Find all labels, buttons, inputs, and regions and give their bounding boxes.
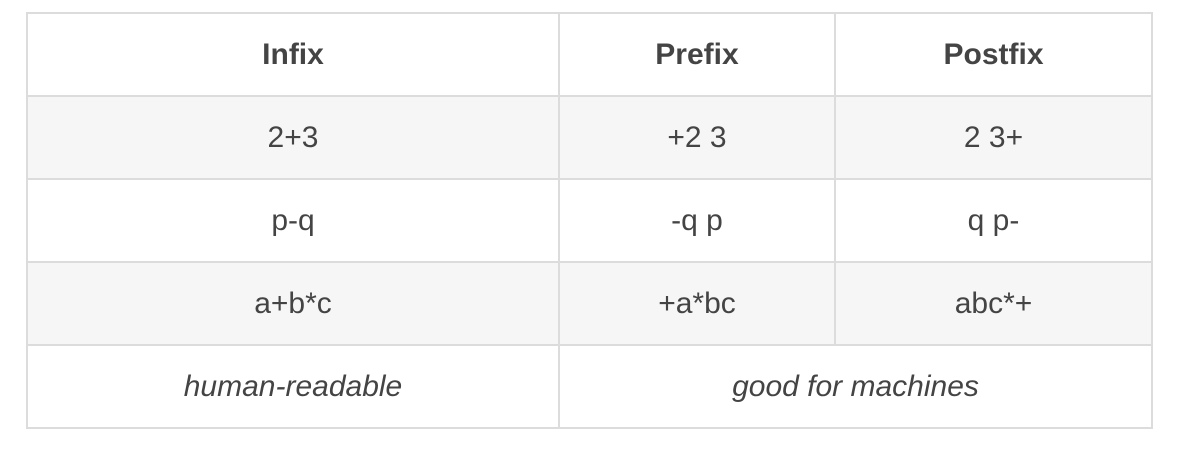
- notation-table-container: Infix Prefix Postfix 2+3 +2 3 2 3+ p-q -…: [26, 12, 1153, 429]
- prefix-cell: +2 3: [558, 95, 836, 180]
- postfix-cell: abc*+: [834, 261, 1153, 346]
- header-row: Infix Prefix Postfix: [26, 12, 1153, 97]
- header-prefix: Prefix: [558, 12, 836, 97]
- table-row: a+b*c +a*bc abc*+: [26, 261, 1153, 346]
- machine-note: good for machines: [558, 344, 1153, 429]
- infix-cell: p-q: [26, 178, 560, 263]
- prefix-cell: -q p: [558, 178, 836, 263]
- infix-note: human-readable: [26, 344, 560, 429]
- infix-cell: a+b*c: [26, 261, 560, 346]
- header-infix: Infix: [26, 12, 560, 97]
- postfix-cell: 2 3+: [834, 95, 1153, 180]
- footer-row: human-readable good for machines: [26, 344, 1153, 429]
- table-row: 2+3 +2 3 2 3+: [26, 95, 1153, 180]
- header-postfix: Postfix: [834, 12, 1153, 97]
- prefix-cell: +a*bc: [558, 261, 836, 346]
- postfix-cell: q p-: [834, 178, 1153, 263]
- notation-comparison-table: Infix Prefix Postfix 2+3 +2 3 2 3+ p-q -…: [26, 12, 1153, 429]
- table-row: p-q -q p q p-: [26, 178, 1153, 263]
- infix-cell: 2+3: [26, 95, 560, 180]
